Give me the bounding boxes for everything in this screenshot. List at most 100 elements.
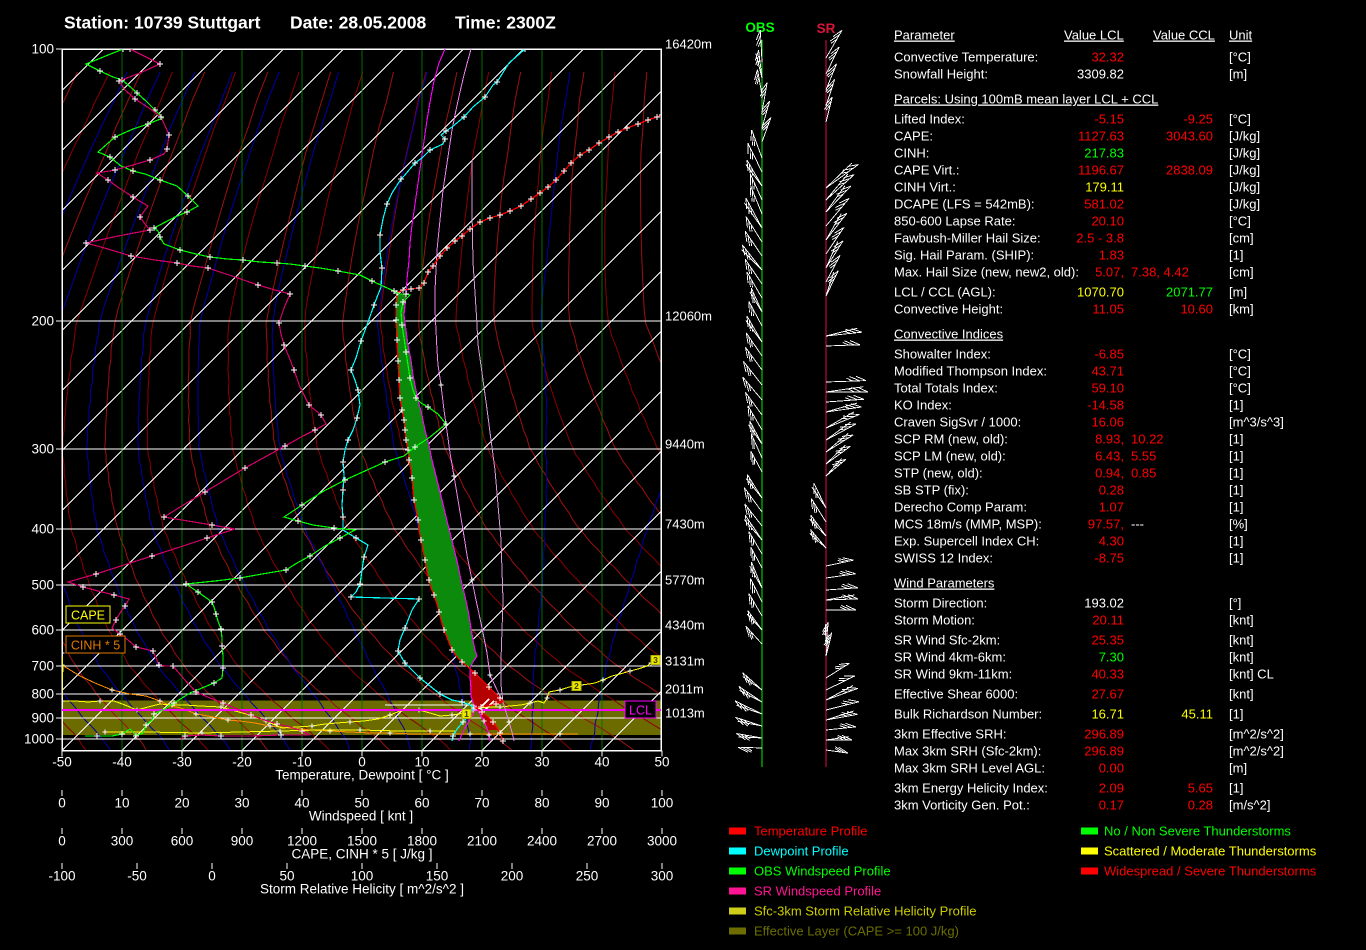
svg-text:Parcels: Using 100mB mean laye: Parcels: Using 100mB mean layer LCL + CC…	[894, 92, 1158, 107]
svg-text:32.32: 32.32	[1091, 50, 1124, 65]
svg-text:Convective Indices: Convective Indices	[894, 327, 1004, 342]
svg-text:3km Effective SRH:: 3km Effective SRH:	[894, 727, 1006, 742]
svg-text:[km]: [km]	[1229, 302, 1254, 317]
svg-text:SR: SR	[817, 21, 836, 36]
svg-text:2100: 2100	[467, 834, 497, 849]
svg-text:2700: 2700	[587, 834, 617, 849]
svg-text:2838.09: 2838.09	[1166, 163, 1213, 178]
svg-text:1800: 1800	[407, 834, 437, 849]
svg-text:Sfc-3km Storm Relative Helicit: Sfc-3km Storm Relative Helicity Profile	[754, 904, 977, 919]
svg-text:Unit: Unit	[1229, 28, 1253, 43]
svg-text:OBS Windspeed Profile: OBS Windspeed Profile	[754, 864, 891, 879]
svg-text:2.09: 2.09	[1099, 781, 1124, 796]
svg-text:-10: -10	[292, 755, 312, 770]
svg-text:97.57,: 97.57,	[1088, 517, 1124, 532]
svg-text:27.67: 27.67	[1091, 687, 1124, 702]
svg-text:1500: 1500	[347, 834, 377, 849]
svg-text:1.07: 1.07	[1099, 500, 1124, 515]
svg-text:Max. Hail Size (new, new2, old: Max. Hail Size (new, new2, old):	[894, 265, 1079, 280]
svg-text:25.35: 25.35	[1091, 633, 1124, 648]
svg-text:No / Non Severe Thunderstorms: No / Non Severe Thunderstorms	[1104, 824, 1291, 839]
svg-text:0.00: 0.00	[1099, 761, 1124, 776]
svg-text:250: 250	[576, 869, 599, 884]
svg-text:2.5 - 3.8: 2.5 - 3.8	[1076, 231, 1124, 246]
svg-text:Sig. Hail Param. (SHIP):: Sig. Hail Param. (SHIP):	[894, 248, 1034, 263]
svg-text:10.22: 10.22	[1131, 432, 1164, 447]
svg-text:[1]: [1]	[1229, 466, 1243, 481]
svg-text:3131m: 3131m	[665, 654, 705, 669]
svg-text:Wind Parameters: Wind Parameters	[894, 576, 995, 591]
svg-text:SB STP (fix):: SB STP (fix):	[894, 483, 969, 498]
svg-text:7430m: 7430m	[665, 517, 705, 532]
svg-text:40: 40	[294, 796, 309, 811]
svg-text:12060m: 12060m	[665, 309, 712, 324]
svg-text:Snowfall Height:: Snowfall Height:	[894, 67, 988, 82]
svg-text:[knt]: [knt]	[1229, 613, 1254, 628]
svg-text:0: 0	[58, 796, 66, 811]
svg-text:-8.75: -8.75	[1094, 551, 1124, 566]
svg-text:[°C]: [°C]	[1229, 214, 1251, 229]
svg-text:[J/kg]: [J/kg]	[1229, 146, 1260, 161]
svg-text:-50: -50	[127, 869, 147, 884]
svg-text:[knt]: [knt]	[1229, 633, 1254, 648]
svg-text:Station: 10739 Stuttgart: Station: 10739 Stuttgart	[64, 13, 261, 33]
svg-text:1000: 1000	[24, 732, 54, 747]
svg-text:Exp. Supercell Index CH:: Exp. Supercell Index CH:	[894, 534, 1039, 549]
svg-text:200: 200	[31, 314, 54, 329]
svg-text:SR Wind Sfc-2km:: SR Wind Sfc-2km:	[894, 633, 1000, 648]
svg-text:Fawbush-Miller Hail Size:: Fawbush-Miller Hail Size:	[894, 231, 1041, 246]
svg-text:[m^3/s^3]: [m^3/s^3]	[1229, 415, 1284, 430]
svg-text:300: 300	[651, 869, 674, 884]
svg-text:[m]: [m]	[1229, 67, 1247, 82]
svg-text:1196.67: 1196.67	[1078, 163, 1124, 178]
svg-text:Lifted Index:: Lifted Index:	[894, 112, 965, 127]
svg-text:Total Totals Index:: Total Totals Index:	[894, 381, 998, 396]
svg-text:4.30: 4.30	[1099, 534, 1124, 549]
svg-text:Bulk Richardson Number:: Bulk Richardson Number:	[894, 707, 1042, 722]
svg-text:0.17: 0.17	[1099, 798, 1124, 813]
svg-text:217.83: 217.83	[1084, 146, 1124, 161]
svg-text:Convective Temperature:: Convective Temperature:	[894, 50, 1038, 65]
svg-text:3309.82: 3309.82	[1077, 67, 1124, 82]
svg-text:3km Vorticity Gen. Pot.:: 3km Vorticity Gen. Pot.:	[894, 798, 1030, 813]
svg-text:1013m: 1013m	[665, 706, 705, 721]
svg-text:296.89: 296.89	[1084, 727, 1124, 742]
svg-text:SR Windspeed Profile: SR Windspeed Profile	[754, 884, 881, 899]
svg-text:-30: -30	[172, 755, 192, 770]
svg-text:Convective Height:: Convective Height:	[894, 302, 1003, 317]
svg-text:60: 60	[414, 796, 429, 811]
svg-text:20: 20	[174, 796, 189, 811]
svg-text:Date: 28.05.2008: Date: 28.05.2008	[290, 13, 426, 33]
svg-text:0.94,: 0.94,	[1095, 466, 1124, 481]
svg-text:Dewpoint Profile: Dewpoint Profile	[754, 844, 849, 859]
svg-text:10: 10	[414, 755, 429, 770]
svg-text:70: 70	[474, 796, 489, 811]
svg-text:Scattered / Moderate Thunderst: Scattered / Moderate Thunderstorms	[1104, 844, 1317, 859]
svg-text:CINH Virt.:: CINH Virt.:	[894, 180, 956, 195]
svg-text:40.33: 40.33	[1091, 667, 1124, 682]
svg-text:30: 30	[534, 755, 549, 770]
svg-text:CAPE Virt.:: CAPE Virt.:	[894, 163, 960, 178]
svg-text:5.07,: 5.07,	[1095, 265, 1124, 280]
svg-text:Effective Layer (CAPE >= 100 J: Effective Layer (CAPE >= 100 J/kg)	[754, 924, 959, 939]
svg-text:[J/kg]: [J/kg]	[1229, 163, 1260, 178]
svg-text:1200: 1200	[287, 834, 317, 849]
svg-text:[cm]: [cm]	[1229, 265, 1254, 280]
svg-text:581.02: 581.02	[1084, 197, 1124, 212]
svg-text:[1]: [1]	[1229, 449, 1243, 464]
svg-text:SR Wind 9km-11km:: SR Wind 9km-11km:	[894, 667, 1012, 682]
svg-text:80: 80	[534, 796, 549, 811]
svg-text:3km Energy Helicity Index:: 3km Energy Helicity Index:	[894, 781, 1048, 796]
svg-text:1127.63: 1127.63	[1078, 129, 1124, 144]
svg-text:900: 900	[231, 834, 254, 849]
svg-text:Temperature, Dewpoint [ °C ]: Temperature, Dewpoint [ °C ]	[275, 768, 448, 783]
svg-text:Value LCL: Value LCL	[1064, 28, 1124, 43]
svg-text:[cm]: [cm]	[1229, 231, 1254, 246]
svg-text:[J/kg]: [J/kg]	[1229, 129, 1260, 144]
svg-text:Time: 2300Z: Time: 2300Z	[455, 13, 556, 33]
svg-text:[m]: [m]	[1229, 761, 1247, 776]
svg-text:Temperature Profile: Temperature Profile	[754, 824, 867, 839]
svg-text:45.11: 45.11	[1181, 707, 1213, 722]
svg-text:[°C]: [°C]	[1229, 50, 1251, 65]
svg-text:16.06: 16.06	[1091, 415, 1124, 430]
